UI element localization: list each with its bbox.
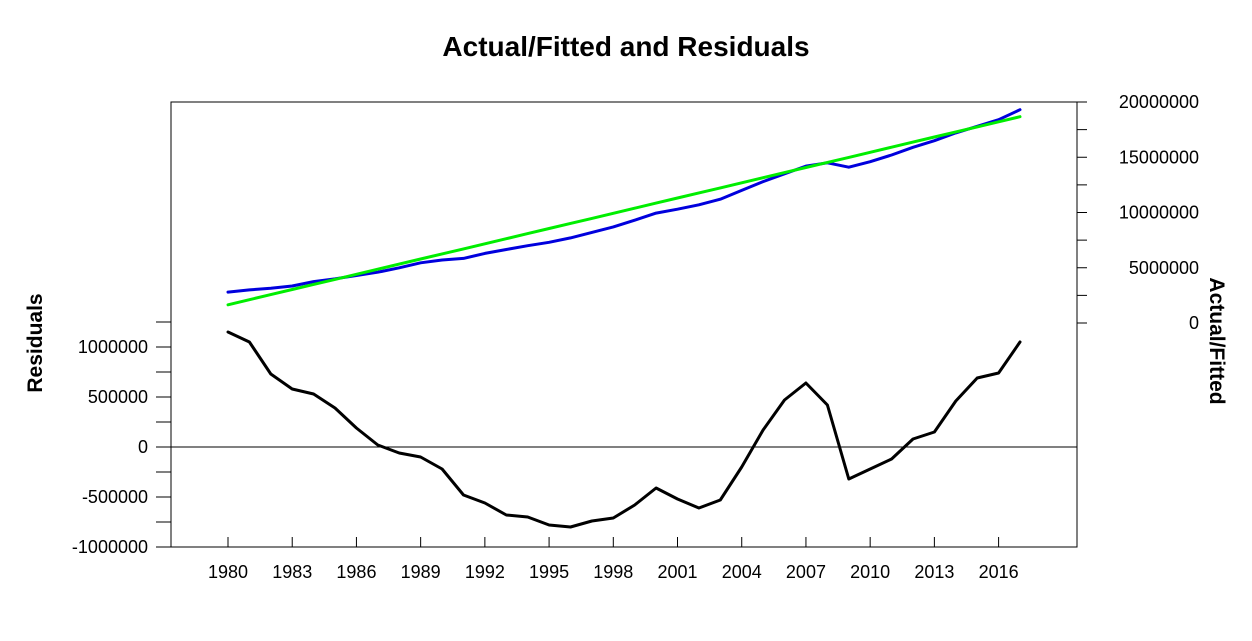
right-tick-label: 15000000 — [1119, 147, 1199, 167]
x-tick-label: 2010 — [850, 562, 890, 582]
chart-title: Actual/Fitted and Residuals — [442, 31, 809, 62]
x-tick-label: 1983 — [272, 562, 312, 582]
left-axis: -1000000 -500000 0 500000 1000000 — [72, 321, 171, 557]
right-axis: 0 5000000 10000000 15000000 20000000 — [1077, 92, 1199, 333]
x-tick-label: 1992 — [465, 562, 505, 582]
right-tick-label: 5000000 — [1129, 258, 1199, 278]
x-tick-label: 2007 — [786, 562, 826, 582]
right-tick-label: 10000000 — [1119, 203, 1199, 223]
x-axis: 1980 1983 1986 1989 1992 1995 1998 2001 2004 2007… — [208, 537, 1019, 582]
left-tick-label: -1000000 — [72, 537, 148, 557]
x-tick-label: 2001 — [657, 562, 697, 582]
right-tick-label: 0 — [1189, 313, 1199, 333]
x-tick-label: 1989 — [401, 562, 441, 582]
x-tick-label: 2013 — [914, 562, 954, 582]
residual-line — [226, 330, 1022, 529]
right-tick-label: 20000000 — [1119, 92, 1199, 112]
x-tick-label: 1995 — [529, 562, 569, 582]
x-tick-label: 1980 — [208, 562, 248, 582]
x-tick-label: 2016 — [979, 562, 1019, 582]
series-group — [226, 108, 1022, 529]
plot-frame — [170, 101, 1078, 548]
left-tick-label: 500000 — [88, 387, 148, 407]
left-tick-label: 0 — [138, 437, 148, 457]
x-tick-label: 1986 — [336, 562, 376, 582]
left-tick-label: 1000000 — [78, 337, 148, 357]
right-axis-label: Actual/Fitted — [1205, 277, 1228, 404]
x-tick-label: 2004 — [722, 562, 762, 582]
fitted-line — [226, 115, 1022, 307]
left-tick-label: -500000 — [82, 487, 148, 507]
left-axis-label: Residuals — [24, 293, 47, 392]
actual-line — [226, 108, 1022, 294]
x-tick-label: 1998 — [593, 562, 633, 582]
